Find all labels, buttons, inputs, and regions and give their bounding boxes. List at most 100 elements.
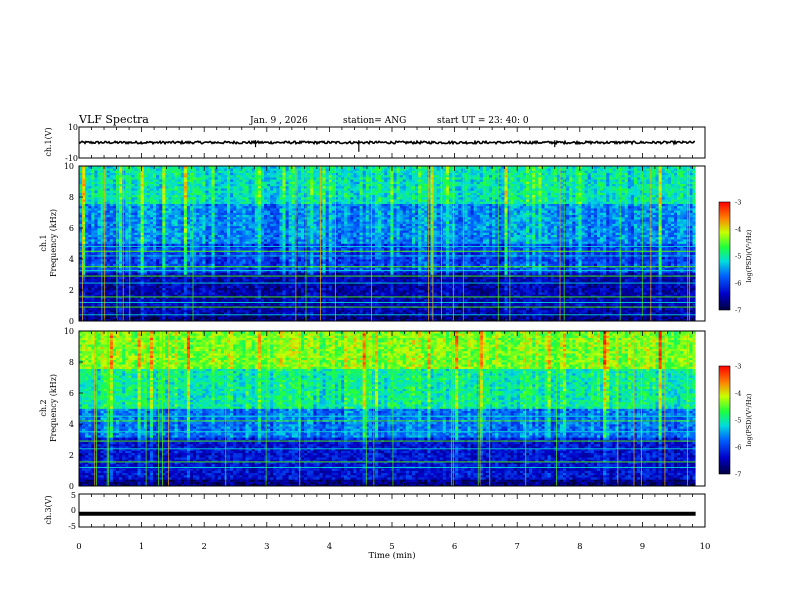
spectrogram-cell [541, 307, 545, 311]
spectrogram-cell [331, 272, 336, 275]
spectrogram-cell [276, 283, 280, 286]
spectrogram-cell [313, 312, 317, 315]
spectrogram-cell [396, 294, 400, 297]
spectrogram-cell [288, 285, 293, 289]
spectrogram-cell [211, 267, 215, 271]
spectrogram-cell [442, 281, 447, 284]
spectrogram-cell [341, 318, 345, 322]
spectrogram-cell [405, 287, 410, 291]
spectrogram-cell [362, 287, 367, 291]
spectrogram-cell [563, 298, 567, 302]
spectrogram-cell [119, 312, 123, 315]
spectrogram-cell [254, 318, 259, 322]
spectrogram-cell [196, 292, 200, 295]
spectrogram-cell [609, 267, 613, 271]
spectrogram-cell [445, 283, 450, 286]
spectrogram-cell [418, 292, 422, 295]
spectrogram-cell [578, 272, 582, 275]
spectrogram-cell [513, 303, 518, 306]
spectrogram-cell [495, 278, 499, 282]
spectrogram-cell [199, 290, 203, 293]
spectrogram-cell [563, 281, 567, 284]
spectrogram-cell [291, 296, 296, 300]
spectrogram-cell [541, 285, 545, 289]
spectrogram-cell [510, 281, 515, 284]
spectrogram-cell [652, 267, 656, 271]
spectrogram-cell [553, 303, 558, 306]
spectrogram-cell [479, 270, 484, 273]
spectrogram-cell [683, 272, 687, 275]
spectrogram-cell [556, 312, 561, 315]
spectrogram-cell [606, 309, 610, 313]
spectrogram-cell [637, 270, 641, 273]
spectrogram-cell [445, 290, 450, 293]
spectrogram-cell [596, 303, 601, 306]
spectrogram-cell [254, 303, 259, 306]
spectrogram-cell [260, 292, 265, 295]
spectrogram-cell [563, 312, 567, 315]
spectrogram-cell [630, 312, 635, 315]
spectrogram-cell [189, 296, 194, 300]
spectrogram-cell [149, 307, 154, 311]
spectrogram-cell [168, 303, 172, 306]
spectrogram-cell [507, 290, 511, 293]
spectrogram-cell [177, 281, 182, 284]
spectrogram-cell [97, 290, 101, 293]
spectrogram-cell [300, 296, 305, 300]
spectrogram-cell [211, 287, 215, 291]
spectrogram-cell [683, 270, 687, 273]
spectrogram-cell [168, 292, 172, 295]
spectrogram-cell [664, 270, 669, 273]
spectrogram-cell [359, 312, 363, 315]
spectrogram-cell [415, 294, 419, 297]
spectrogram-cell [467, 296, 471, 300]
spectrogram-cell [146, 314, 151, 317]
spectrogram-cell [566, 312, 570, 315]
spectrogram-cell [596, 270, 601, 273]
spectrogram-cell [473, 267, 478, 271]
spectrogram-cell [143, 283, 148, 286]
spectrogram-cell [479, 290, 484, 293]
spectrogram-cell [489, 314, 493, 317]
spectrogram-cell [276, 307, 280, 311]
spectrogram-cell [501, 316, 505, 320]
spectrogram-cell [664, 314, 669, 317]
spectrogram-cell [504, 294, 508, 297]
spectrogram-cell [442, 294, 447, 297]
spectrogram-cell [205, 298, 209, 302]
spectrogram-cell [526, 316, 530, 320]
spectrogram-cell [405, 290, 410, 293]
spectrogram-cell [606, 272, 610, 275]
spectrogram-cell [399, 294, 404, 297]
spectrogram-cell [174, 298, 178, 302]
spectrogram-cell [612, 285, 616, 289]
spectrogram-cell [612, 298, 616, 302]
spectrogram-cell [556, 287, 561, 291]
spectrogram-cell [473, 294, 478, 297]
spectrogram-cell [535, 314, 539, 317]
spectrogram-cell [85, 316, 89, 320]
spectrogram-cell [433, 309, 437, 313]
spectrogram-cell [624, 312, 629, 315]
spectrogram-cell [85, 296, 89, 300]
spectrogram-cell [458, 316, 462, 320]
spectrogram-cell [556, 309, 561, 313]
spectrogram-cell [424, 290, 428, 293]
spectrogram-cell [328, 307, 333, 311]
spectrogram-cell [464, 276, 468, 280]
spectrogram-cell [664, 318, 669, 322]
spectrogram-cell [267, 272, 271, 275]
spectrogram-cell [522, 294, 527, 297]
spectrogram-cell [316, 276, 320, 280]
spectrogram-cell [106, 278, 111, 282]
spectrogram-cell [239, 314, 243, 317]
spectrogram-cell [220, 283, 225, 286]
spectrogram-cell [196, 303, 200, 306]
spectrogram-cell [140, 312, 145, 315]
spectrogram-cell [362, 312, 367, 315]
spectrogram-cell [411, 278, 416, 282]
spectrogram-cell [526, 303, 530, 306]
spectrogram-cell [316, 307, 320, 311]
spectrogram-cell [674, 292, 678, 295]
spectrogram-cell [566, 267, 570, 271]
